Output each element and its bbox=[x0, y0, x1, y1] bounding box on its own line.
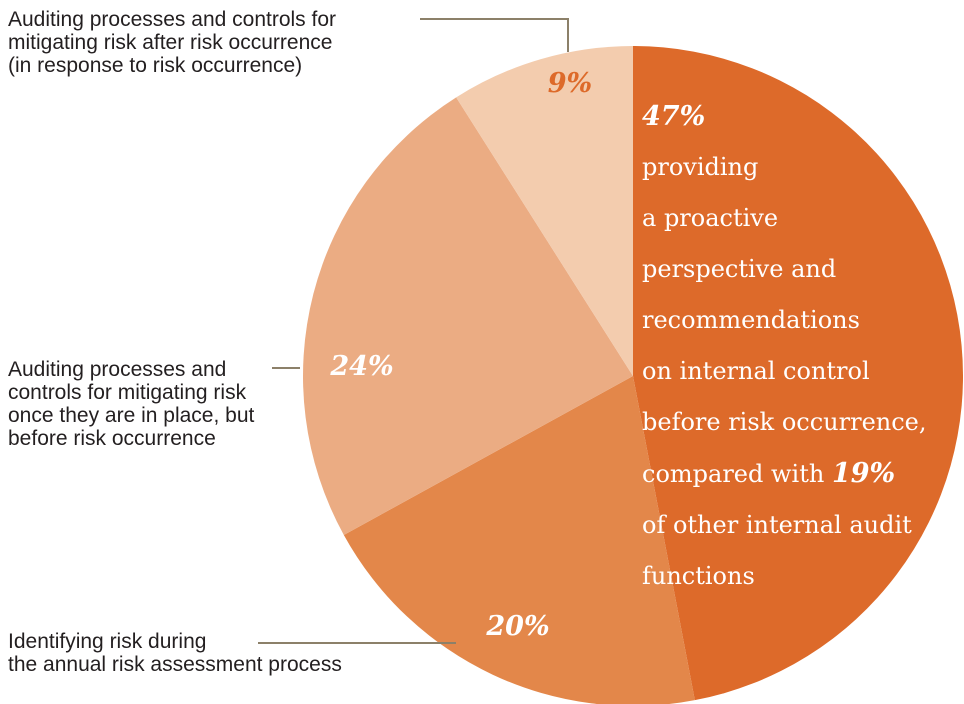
slice-percent-label-before-risk-occurrence: 24% bbox=[329, 351, 393, 382]
callout-after-risk-occurrence: Auditing processes and controls for miti… bbox=[8, 8, 337, 77]
proactive-description-line-6: before risk occurrence, bbox=[642, 407, 927, 436]
proactive-perspective-note: 47% providing a proactive perspective an… bbox=[642, 78, 962, 615]
proactive-description-line-3: perspective and bbox=[642, 254, 837, 283]
callout-annual-risk-assessment: Identifying risk during the annual risk … bbox=[8, 630, 342, 676]
slice-percent-label-after-risk-occurrence: 9% bbox=[548, 68, 592, 99]
callout-before-risk-occurrence: Auditing processes and controls for miti… bbox=[8, 358, 255, 450]
proactive-description-line-2: a proactive bbox=[642, 203, 779, 232]
pie-slice-annual-risk-assessment bbox=[343, 376, 695, 704]
proactive-description-line-1: providing bbox=[642, 152, 759, 181]
main-slice-percent-label: 47% bbox=[642, 100, 706, 132]
slice-percent-label-annual-risk-assessment: 20% bbox=[485, 611, 549, 642]
proactive-description-line-5: on internal control bbox=[642, 356, 870, 385]
compare-suffix-line-1: of other internal audit bbox=[642, 510, 912, 539]
pie-slice-proactive bbox=[633, 46, 964, 701]
pie-slice-before-risk-occurrence bbox=[302, 97, 633, 535]
compare-suffix-line-2: functions bbox=[642, 561, 755, 590]
compare-prefix: compared with bbox=[642, 459, 832, 488]
pie-slice-after-risk-occurrence bbox=[456, 46, 633, 376]
compare-percent: 19% bbox=[831, 457, 896, 489]
leader-after-risk-occurrence bbox=[420, 18, 569, 52]
proactive-description-line-4: recommendations bbox=[642, 305, 860, 334]
